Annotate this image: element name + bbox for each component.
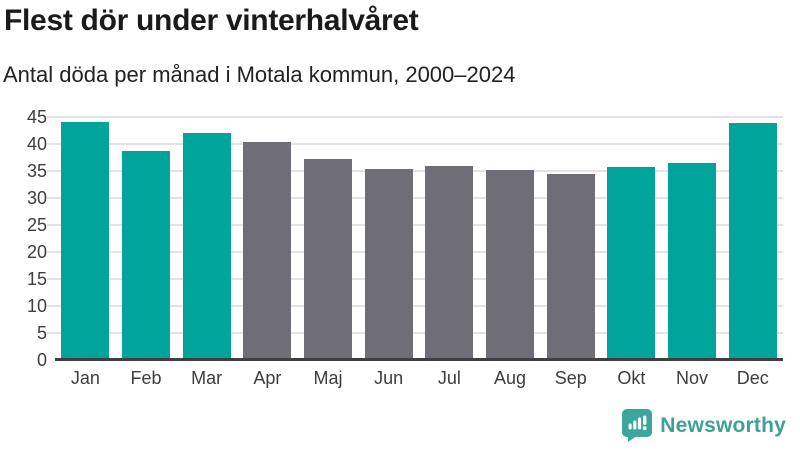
x-axis-label-dec: Dec bbox=[736, 368, 769, 388]
y-tick-30 bbox=[47, 197, 55, 200]
x-axis-label-sep: Sep bbox=[554, 368, 587, 388]
x-axis-label-aug: Aug bbox=[494, 368, 527, 388]
y-axis-label-10: 10 bbox=[26, 296, 47, 316]
y-tick-15 bbox=[47, 278, 55, 281]
y-axis-label-20: 20 bbox=[26, 242, 47, 262]
bar-feb bbox=[122, 151, 170, 360]
gridline-y-10 bbox=[55, 305, 783, 307]
bar-aug bbox=[486, 169, 534, 360]
gridline-y-45 bbox=[55, 116, 783, 118]
x-axis-label-okt: Okt bbox=[617, 368, 646, 388]
bar-slot-apr bbox=[237, 117, 298, 360]
bar-mar bbox=[182, 133, 231, 360]
bar-slot-jan bbox=[55, 117, 116, 360]
y-tick-35 bbox=[47, 170, 55, 172]
bar-maj bbox=[304, 158, 352, 360]
gridline-y-35 bbox=[55, 170, 783, 172]
y-axis-label-30: 30 bbox=[26, 188, 47, 209]
y-axis-label-0: 0 bbox=[36, 350, 47, 370]
bar-slot-jun bbox=[358, 117, 419, 360]
y-tick-10 bbox=[47, 305, 55, 307]
x-axis-label-jun: Jun bbox=[374, 368, 404, 388]
y-axis-label-5: 5 bbox=[36, 323, 47, 343]
plot-area bbox=[47, 116, 783, 361]
bar-jan bbox=[61, 122, 110, 360]
x-axis-label-feb: Feb bbox=[130, 368, 162, 388]
x-axis-line bbox=[55, 358, 783, 361]
bar-apr bbox=[243, 142, 292, 360]
y-axis-label-40: 40 bbox=[26, 134, 47, 154]
gridline-y-40 bbox=[55, 143, 783, 145]
bar-slot-maj bbox=[298, 117, 359, 360]
y-axis-label-35: 35 bbox=[26, 161, 47, 181]
y-axis: 0 5 10 15 20 25 30 35 40 45 bbox=[0, 108, 47, 369]
bar-slot-sep bbox=[540, 117, 601, 360]
gridline-y-25 bbox=[55, 224, 783, 226]
bar-slot-jul bbox=[419, 117, 480, 360]
bar-jul bbox=[425, 165, 474, 360]
y-tick-40 bbox=[47, 143, 55, 145]
newsworthy-logo-icon bbox=[622, 409, 653, 442]
bar-dec bbox=[728, 122, 777, 360]
x-axis-label-apr: Apr bbox=[253, 368, 282, 388]
y-tick-20 bbox=[47, 251, 55, 253]
x-axis-label-jan: Jan bbox=[70, 368, 100, 388]
y-tick-45 bbox=[47, 116, 55, 118]
gridline-y-5 bbox=[55, 332, 783, 334]
x-axis-label-nov: Nov bbox=[676, 368, 709, 388]
bar-slot-aug bbox=[480, 117, 541, 360]
x-axis-label-jul: Jul bbox=[437, 368, 461, 388]
bar-nov bbox=[668, 162, 717, 360]
bar-slot-okt bbox=[601, 117, 662, 360]
bar-series bbox=[55, 117, 783, 360]
gridline-y-20 bbox=[55, 251, 783, 253]
x-axis-label-maj: Maj bbox=[313, 368, 343, 388]
bar-slot-feb bbox=[116, 117, 177, 360]
brand-name: Newsworthy bbox=[660, 413, 786, 437]
y-axis-label-15: 15 bbox=[26, 269, 47, 290]
bar-sep bbox=[546, 174, 595, 360]
gridline-y-15 bbox=[55, 278, 783, 281]
y-axis-label-45: 45 bbox=[26, 107, 47, 127]
bar-slot-dec bbox=[722, 117, 783, 360]
bar-slot-nov bbox=[662, 117, 723, 360]
bar-jun bbox=[364, 168, 413, 360]
x-axis-label-mar: Mar bbox=[191, 368, 223, 388]
chart-title: Flest dör under vinterhalvåret bbox=[4, 4, 419, 37]
y-axis-label-25: 25 bbox=[26, 215, 47, 235]
x-axis: Jan Feb Mar Apr Maj Jun Jul Aug Sep Okt Nov Dec bbox=[55, 368, 783, 389]
y-tick-25 bbox=[47, 224, 55, 226]
chart-subtitle: Antal döda per månad i Motala kommun, 20… bbox=[3, 62, 516, 87]
brand-footer: Newsworthy bbox=[622, 409, 786, 442]
gridline-y-30 bbox=[55, 197, 783, 200]
y-tick-5 bbox=[47, 332, 55, 334]
bar-okt bbox=[607, 167, 656, 360]
bar-slot-mar bbox=[176, 117, 237, 360]
